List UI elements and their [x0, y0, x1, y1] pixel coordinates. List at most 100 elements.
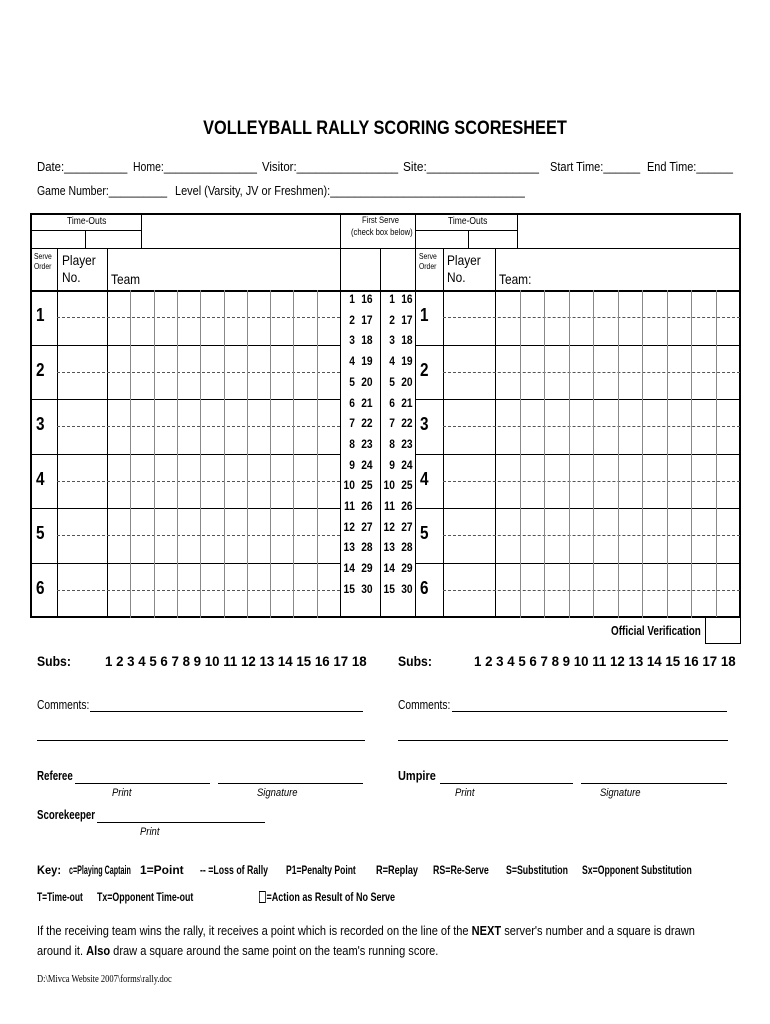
running-score-number[interactable]: 23: [361, 436, 373, 451]
running-score-number[interactable]: 9: [389, 457, 395, 472]
score-column-line[interactable]: [642, 290, 643, 618]
running-score-number[interactable]: 1: [389, 292, 395, 306]
subs-numbers-right[interactable]: 1 2 3 4 5 6 7 8 9 10 11 12 13 14 15 16 1…: [474, 653, 736, 669]
timeout-box-divider[interactable]: [468, 230, 469, 248]
score-column-line[interactable]: [153, 290, 155, 618]
running-score-number[interactable]: 6: [389, 395, 395, 410]
running-score-number[interactable]: 28: [401, 540, 413, 555]
score-column-line[interactable]: [130, 290, 132, 618]
score-column-line[interactable]: [246, 290, 248, 618]
score-column-line[interactable]: [568, 290, 570, 618]
score-column-line[interactable]: [691, 290, 692, 618]
score-column-line[interactable]: [293, 290, 295, 618]
running-score-number[interactable]: 15: [383, 581, 395, 596]
running-score-number[interactable]: 16: [361, 292, 373, 306]
running-score-number[interactable]: 8: [349, 436, 355, 451]
subs-numbers-left[interactable]: 1 2 3 4 5 6 7 8 9 10 11 12 13 14 15 16 1…: [105, 653, 367, 669]
score-column-line[interactable]: [223, 290, 225, 618]
score-column-line[interactable]: [666, 290, 668, 618]
comments-line-right-2[interactable]: [398, 740, 728, 741]
running-score-number[interactable]: 7: [349, 416, 355, 431]
running-score-number[interactable]: 4: [389, 354, 395, 369]
score-column-line[interactable]: [176, 290, 178, 618]
running-score-number[interactable]: 3: [389, 333, 395, 348]
running-score-number[interactable]: 17: [401, 312, 413, 327]
running-score-number[interactable]: 5: [349, 374, 355, 389]
running-score-number[interactable]: 12: [383, 519, 395, 534]
running-score-number[interactable]: 27: [401, 519, 413, 534]
comments-line-right[interactable]: [452, 711, 727, 712]
game-number-field[interactable]: Game Number:__________: [37, 183, 168, 198]
running-score-number[interactable]: 12: [343, 519, 355, 534]
running-score-number[interactable]: 5: [389, 374, 395, 389]
running-score-number[interactable]: 11: [344, 499, 355, 513]
umpire-signature-line[interactable]: [581, 783, 727, 784]
running-score-number[interactable]: 18: [401, 333, 413, 348]
running-score-number[interactable]: 7: [389, 416, 395, 431]
running-score-number[interactable]: 27: [361, 519, 373, 534]
comments-line-left-2[interactable]: [37, 740, 365, 741]
score-column-line[interactable]: [715, 290, 717, 618]
score-column-line[interactable]: [316, 290, 318, 618]
running-score-number[interactable]: 10: [343, 478, 355, 493]
running-score-number[interactable]: 2: [349, 312, 355, 327]
running-score-number[interactable]: 9: [349, 457, 355, 472]
date-field[interactable]: Date:__________: [37, 159, 128, 174]
score-column-line[interactable]: [544, 290, 545, 618]
running-score-number[interactable]: 20: [361, 374, 373, 389]
timeout-box-divider[interactable]: [85, 230, 86, 248]
running-score-number[interactable]: 30: [401, 581, 413, 596]
running-score-number[interactable]: 22: [361, 416, 373, 431]
running-score-number[interactable]: 2: [389, 312, 395, 327]
score-column-line[interactable]: [270, 290, 272, 618]
running-score-number[interactable]: 21: [401, 395, 413, 410]
referee-signature-line[interactable]: [218, 783, 363, 784]
running-score-number[interactable]: 25: [401, 478, 413, 493]
comments-line-left[interactable]: [90, 711, 363, 712]
running-score-number[interactable]: 14: [343, 561, 355, 576]
running-score-number[interactable]: 23: [401, 436, 413, 451]
running-score-number[interactable]: 30: [361, 581, 373, 596]
score-column-line[interactable]: [200, 290, 202, 618]
running-score-number[interactable]: 13: [383, 540, 395, 555]
running-score-number[interactable]: 6: [349, 395, 355, 410]
score-column-line[interactable]: [519, 290, 521, 618]
running-score-number[interactable]: 14: [383, 561, 395, 576]
official-verification-box[interactable]: [705, 617, 741, 644]
running-score-number[interactable]: 21: [361, 395, 373, 410]
site-field[interactable]: Site:_________________: [403, 159, 539, 174]
running-score-number[interactable]: 13: [343, 540, 355, 555]
score-column-line[interactable]: [593, 290, 594, 618]
start-time-field[interactable]: Start Time:______: [550, 159, 641, 174]
running-score-number[interactable]: 4: [349, 354, 355, 369]
home-field[interactable]: Home:________________: [133, 159, 257, 174]
running-score-number[interactable]: 17: [361, 312, 373, 327]
running-score-number[interactable]: 16: [401, 292, 413, 306]
running-score-number[interactable]: 22: [401, 416, 413, 431]
running-score-number[interactable]: 20: [401, 374, 413, 389]
running-score-number[interactable]: 26: [401, 499, 413, 513]
running-score-number[interactable]: 28: [361, 540, 373, 555]
running-score-number[interactable]: 10: [383, 478, 395, 493]
running-score-number[interactable]: 18: [361, 333, 373, 348]
running-score-number[interactable]: 11: [384, 499, 395, 513]
referee-print-line[interactable]: [75, 783, 210, 784]
running-score-number[interactable]: 8: [389, 436, 395, 451]
running-score-number[interactable]: 19: [401, 354, 413, 369]
running-score-number[interactable]: 24: [401, 457, 413, 472]
running-score-number[interactable]: 25: [361, 478, 373, 493]
score-column-line[interactable]: [617, 290, 619, 618]
running-score-number[interactable]: 1: [349, 292, 355, 306]
running-score-number[interactable]: 29: [401, 561, 413, 576]
running-score-number[interactable]: 29: [361, 561, 373, 576]
scorekeeper-line[interactable]: [97, 822, 265, 823]
running-score-number[interactable]: 15: [343, 581, 355, 596]
running-score-number[interactable]: 3: [349, 333, 355, 348]
end-time-field[interactable]: End Time:______: [647, 159, 733, 174]
umpire-print-line[interactable]: [440, 783, 573, 784]
running-score-number[interactable]: 24: [361, 457, 373, 472]
running-score-number[interactable]: 26: [361, 499, 373, 513]
level-field[interactable]: Level (Varsity, JV or Freshmen):________…: [175, 183, 525, 198]
visitor-field[interactable]: Visitor:________________: [262, 159, 399, 174]
running-score-number[interactable]: 19: [361, 354, 373, 369]
